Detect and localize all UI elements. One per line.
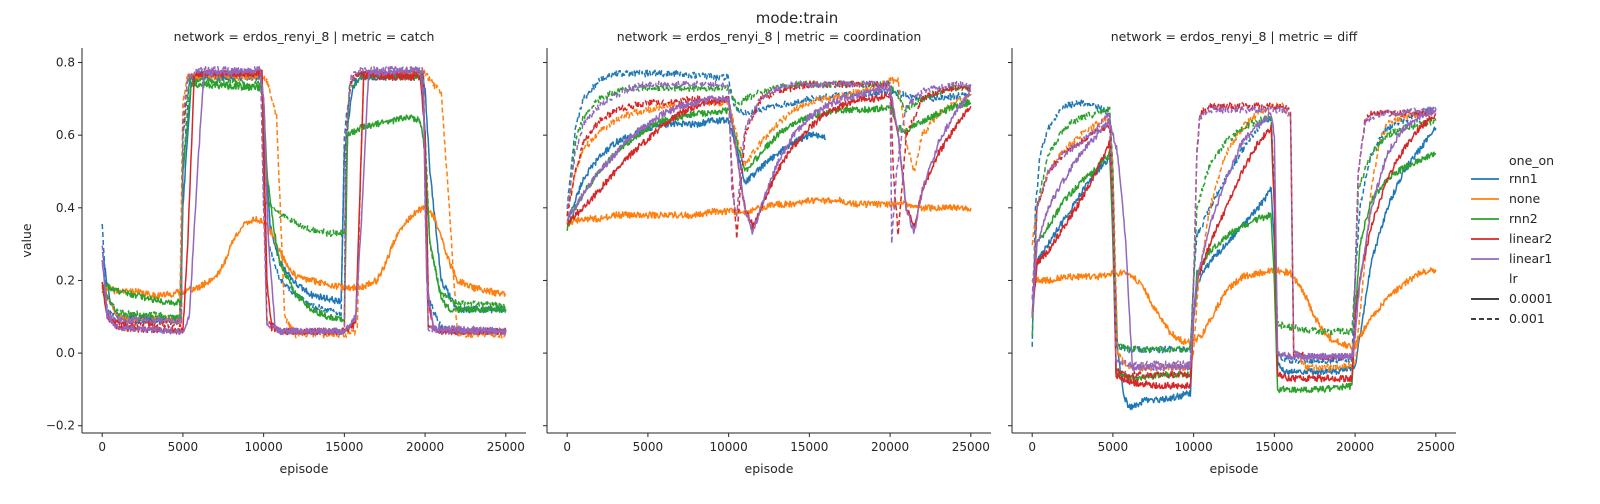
series-line-none-lr-0.0001 <box>566 196 972 226</box>
y-tick-label: 0.4 <box>56 201 75 215</box>
facet-panel-2: network = erdos_renyi_8 | metric = coord… <box>543 29 991 476</box>
x-tick-label: 25000 <box>487 440 525 454</box>
panel-title: network = erdos_renyi_8 | metric = coord… <box>617 29 922 44</box>
x-tick-label: 20000 <box>871 440 909 454</box>
series-line-linear2-lr-0.0001 <box>1031 113 1437 390</box>
legend-label: none <box>1509 191 1540 206</box>
series-line-linear1-lr-0.001 <box>566 80 972 245</box>
series-line-rnn1-lr-0.0001 <box>566 116 827 224</box>
y-tick-label: 0.6 <box>56 128 75 142</box>
series-line-rnn2-lr-0.001 <box>1031 106 1437 354</box>
x-tick-label: 10000 <box>245 440 283 454</box>
x-tick-label: 0 <box>98 440 106 454</box>
legend-label: 0.0001 <box>1509 291 1553 306</box>
x-tick-label: 20000 <box>1336 440 1374 454</box>
x-axis-label: episode <box>1210 461 1259 476</box>
facet-panel-3: network = erdos_renyi_8 | metric = diff 0… <box>1008 29 1456 476</box>
x-axis-label: episode <box>280 461 329 476</box>
series-line-linear1-lr-0.001 <box>1031 105 1437 368</box>
x-axis-label: episode <box>745 461 794 476</box>
x-tick-label: 15000 <box>325 440 363 454</box>
series-line-linear2-lr-0.001 <box>566 80 972 240</box>
series-line-rnn2-lr-0.001 <box>101 73 507 320</box>
series-line-rnn2-lr-0.0001 <box>566 99 972 231</box>
x-tick-label: 20000 <box>406 440 444 454</box>
series-line-rnn1-lr-0.0001 <box>101 73 507 324</box>
y-tick-label: 0.8 <box>56 56 75 70</box>
x-tick-label: 10000 <box>1175 440 1213 454</box>
series-line-rnn1-lr-0.001 <box>1031 99 1437 365</box>
facet-panels: network = erdos_renyi_8 | metric = catch… <box>19 29 1456 476</box>
x-tick-label: 25000 <box>952 440 990 454</box>
series-line-linear2-lr-0.001 <box>101 69 507 336</box>
x-tick-label: 5000 <box>168 440 199 454</box>
x-tick-label: 15000 <box>1255 440 1293 454</box>
series-line-none-lr-0.0001 <box>1031 267 1437 350</box>
x-tick-label: 0 <box>1028 440 1036 454</box>
series-lines <box>101 65 507 339</box>
y-tick-label: −0.2 <box>46 419 75 433</box>
series-line-linear2-lr-0.001 <box>1031 102 1437 379</box>
series-line-rnn2-lr-0.0001 <box>1031 149 1437 394</box>
legend-label: linear1 <box>1509 251 1552 266</box>
legend-label: 0.001 <box>1509 311 1545 326</box>
facet-panel-1: network = erdos_renyi_8 | metric = catch… <box>19 29 526 476</box>
x-tick-label: 25000 <box>1417 440 1455 454</box>
series-lines <box>566 69 972 245</box>
legend-item-linear1: linear1 <box>1471 251 1552 266</box>
legend-item-lr-0.0001: 0.0001 <box>1471 291 1553 306</box>
panel-title: network = erdos_renyi_8 | metric = catch <box>174 29 435 44</box>
legend-item-rnn1: rnn1 <box>1471 171 1538 186</box>
legend-item-lr-0.001: 0.001 <box>1471 311 1545 326</box>
legend-style-title: lr <box>1509 271 1518 286</box>
y-axis-label: value <box>19 223 34 257</box>
y-tick-label: 0.0 <box>56 346 75 360</box>
legend-item-none: none <box>1471 191 1540 206</box>
series-lines <box>1031 99 1437 411</box>
legend-label: linear2 <box>1509 231 1552 246</box>
legend-hue-title: one_on <box>1509 153 1554 168</box>
figure-suptitle: mode:train <box>756 9 839 27</box>
legend-label: rnn1 <box>1509 171 1538 186</box>
legend-item-rnn2: rnn2 <box>1471 211 1538 226</box>
series-line-rnn1-lr-0.0001 <box>1031 126 1437 411</box>
panel-title: network = erdos_renyi_8 | metric = diff <box>1111 29 1358 44</box>
series-line-rnn1-lr-0.001 <box>566 69 972 210</box>
series-line-linear1-lr-0.0001 <box>1031 107 1437 372</box>
legend: one_on rnn1 none rnn2 linear2 linear1 lr 0.0001… <box>1471 153 1554 326</box>
y-tick-label: 0.2 <box>56 273 75 287</box>
series-line-none-lr-0.001 <box>1031 102 1437 372</box>
x-tick-label: 0 <box>563 440 571 454</box>
series-line-linear1-lr-0.001 <box>101 65 507 336</box>
legend-label: rnn2 <box>1509 211 1538 226</box>
legend-item-linear2: linear2 <box>1471 231 1552 246</box>
x-tick-label: 15000 <box>790 440 828 454</box>
x-tick-label: 5000 <box>633 440 664 454</box>
series-line-none-lr-0.0001 <box>101 204 507 299</box>
x-tick-label: 10000 <box>710 440 748 454</box>
x-tick-label: 5000 <box>1098 440 1129 454</box>
series-line-linear1-lr-0.0001 <box>566 85 972 235</box>
